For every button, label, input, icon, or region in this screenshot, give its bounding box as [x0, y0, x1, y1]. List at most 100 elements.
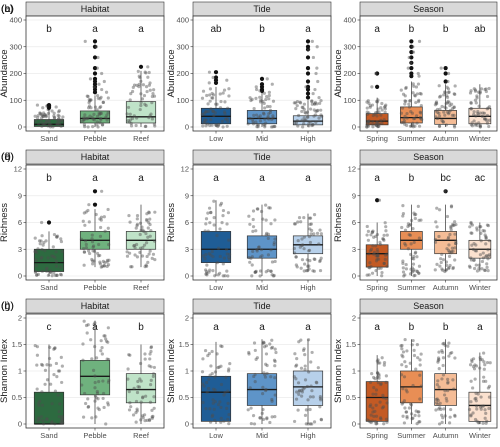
y-axis-label: Shannon Index — [166, 339, 177, 403]
jitter-point — [273, 359, 277, 364]
jitter-point — [48, 125, 53, 129]
jitter-point — [219, 382, 224, 387]
jitter-point — [201, 400, 205, 405]
y-tick-label: 1 — [352, 367, 356, 376]
jitter-point — [470, 243, 474, 247]
jitter-point — [295, 265, 299, 269]
jitter-point — [93, 399, 97, 403]
jitter-point — [470, 121, 474, 125]
jitter-point — [36, 272, 41, 276]
jitter-point — [434, 401, 439, 405]
jitter-point — [44, 239, 48, 243]
jitter-point — [55, 123, 59, 127]
jitter-point — [452, 105, 456, 110]
jitter-point — [382, 105, 387, 109]
jitter-point — [418, 115, 423, 119]
jitter-point — [306, 398, 310, 402]
jitter-point — [82, 116, 86, 120]
jitter-point — [145, 264, 149, 268]
jitter-point — [308, 240, 313, 245]
jitter-point — [139, 361, 143, 366]
jitter-point — [45, 119, 49, 123]
jitter-point — [482, 360, 486, 364]
jitter-point — [441, 356, 446, 360]
jitter-point — [107, 242, 111, 247]
outlier-point — [305, 44, 311, 49]
jitter-point — [82, 250, 87, 254]
jitter-point — [472, 258, 476, 262]
jitter-point — [43, 121, 47, 126]
jitter-point — [368, 249, 372, 253]
jitter-point — [55, 375, 59, 379]
jitter-point — [208, 93, 212, 97]
jitter-point — [148, 417, 152, 422]
panel-strip — [25, 298, 165, 314]
significance-letter: a — [138, 173, 144, 184]
jitter-point — [145, 217, 149, 222]
y-tick-label: 1 — [185, 367, 189, 376]
jitter-point — [385, 401, 389, 405]
jitter-point — [149, 365, 153, 369]
jitter-point — [484, 411, 488, 415]
jitter-point — [378, 240, 382, 244]
jitter-point — [251, 217, 255, 222]
jitter-point — [34, 258, 38, 262]
jitter-point — [296, 239, 300, 243]
jitter-point — [153, 257, 157, 262]
jitter-point — [367, 119, 371, 123]
jitter-point — [139, 228, 143, 232]
jitter-point — [95, 93, 100, 98]
jitter-point — [439, 407, 443, 412]
jitter-point — [315, 381, 319, 385]
jitter-point — [436, 402, 440, 406]
jitter-point — [318, 405, 322, 409]
jitter-point — [141, 83, 146, 87]
jitter-point — [208, 123, 212, 128]
jitter-point — [487, 86, 491, 91]
jitter-point — [415, 255, 419, 259]
jitter-point — [484, 242, 488, 246]
jitter-point — [95, 391, 100, 395]
jitter-point — [411, 45, 415, 49]
jitter-point — [439, 66, 443, 70]
jitter-point — [246, 122, 250, 126]
jitter-point — [482, 229, 487, 233]
jitter-point — [138, 75, 142, 80]
jitter-point — [130, 265, 134, 269]
jitter-point — [440, 413, 444, 417]
x-tick-label: Low — [209, 134, 223, 143]
jitter-point — [378, 242, 382, 247]
y-tick-label: 12 — [348, 165, 356, 174]
jitter-point — [446, 266, 451, 271]
significance-letter: a — [92, 173, 98, 184]
jitter-point — [37, 417, 42, 422]
y-tick-label: 0.5 — [179, 393, 189, 402]
outlier-point — [443, 66, 448, 71]
jitter-point — [135, 409, 139, 413]
jitter-point — [484, 254, 489, 258]
jitter-point — [404, 85, 408, 90]
jitter-point — [212, 216, 216, 220]
y-tick-label: 1.5 — [12, 340, 22, 349]
jitter-point — [51, 254, 55, 258]
jitter-point — [372, 250, 377, 255]
jitter-point — [446, 377, 450, 381]
jitter-point — [144, 241, 149, 245]
jitter-point — [469, 107, 473, 111]
jitter-point — [59, 239, 64, 244]
jitter-point — [447, 354, 451, 358]
x-tick-label: Summer — [397, 134, 426, 143]
jitter-point — [303, 110, 307, 115]
jitter-point — [375, 121, 379, 125]
jitter-point — [219, 201, 224, 206]
jitter-point — [296, 220, 300, 224]
jitter-point — [487, 395, 492, 399]
jitter-point — [210, 372, 214, 376]
jitter-point — [293, 352, 297, 356]
panel-border — [25, 15, 165, 132]
y-tick-label: 6 — [18, 218, 22, 227]
jitter-point — [226, 119, 230, 123]
jitter-point — [440, 349, 444, 353]
significance-letter: ab — [210, 24, 222, 35]
